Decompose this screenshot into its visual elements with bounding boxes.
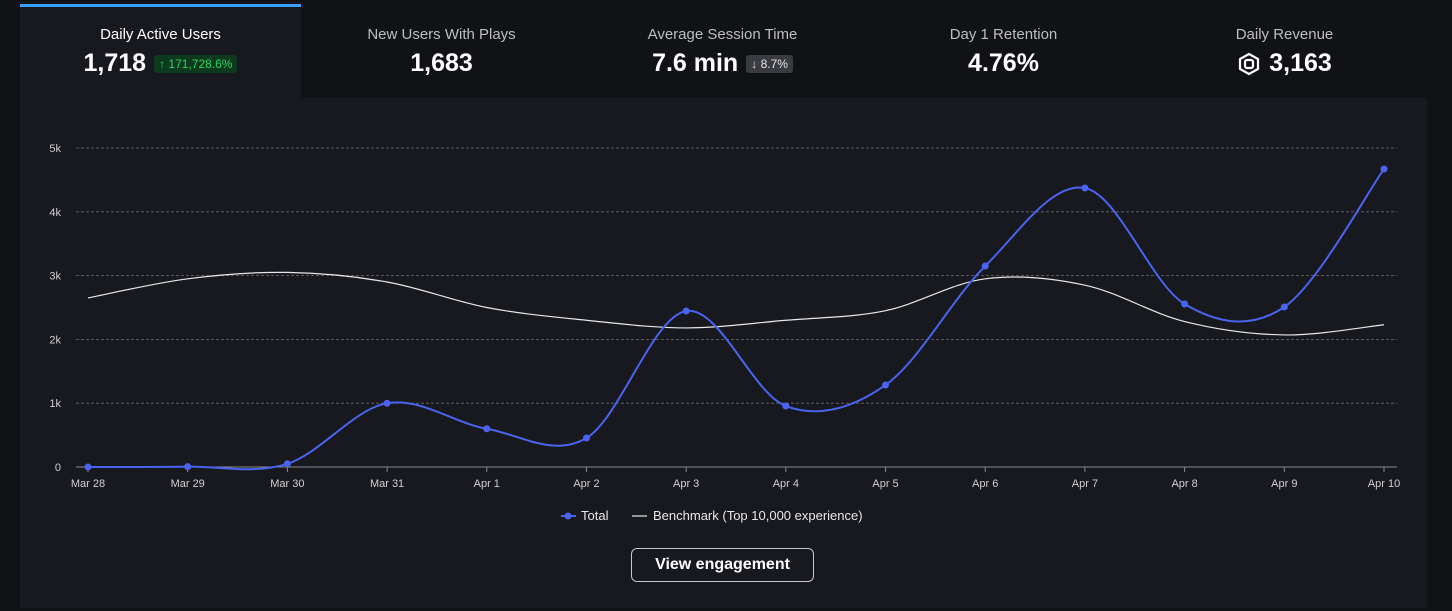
tab-label: New Users With Plays (367, 26, 516, 43)
change-value: 171,728.6% (168, 56, 233, 71)
tab-new-users-with-plays[interactable]: New Users With Plays 1,683 (301, 4, 582, 98)
data-point (1181, 300, 1189, 308)
data-point (483, 425, 491, 433)
change-badge: ↓ 8.7% (746, 54, 793, 73)
view-engagement-button[interactable]: View engagement (631, 548, 814, 582)
x-tick-label: Mar 30 (270, 478, 304, 490)
tab-label: Day 1 Retention (949, 26, 1058, 43)
data-point (981, 262, 989, 270)
data-point (1280, 303, 1288, 311)
x-tick-label: Apr 9 (1271, 478, 1297, 490)
data-point (383, 399, 391, 407)
x-tick-label: Apr 7 (1072, 478, 1098, 490)
x-tick-label: Apr 8 (1171, 478, 1197, 490)
data-point (582, 434, 590, 442)
y-tick-label: 3k (49, 271, 61, 283)
tab-label: Average Session Time (647, 26, 798, 43)
data-point (882, 381, 890, 389)
legend-benchmark-label: Benchmark (Top 10,000 experience) (653, 508, 863, 523)
y-tick-label: 1k (49, 398, 61, 410)
data-point (782, 402, 790, 410)
tab-value: 3,163 (1269, 49, 1332, 77)
legend-total-label: Total (581, 508, 609, 523)
legend-total-marker (564, 512, 572, 520)
tab-value: 1,683 (410, 49, 473, 77)
data-point (283, 460, 291, 468)
metric-tabs: Daily Active Users 1,718 ↑ 171,728.6% Ne… (20, 4, 1427, 98)
data-point (84, 463, 92, 471)
y-tick-label: 2k (49, 334, 61, 346)
footer-area (20, 548, 1427, 608)
tab-value: 1,718 (83, 49, 147, 77)
x-tick-label: Mar 31 (370, 478, 404, 490)
x-tick-label: Apr 6 (972, 478, 998, 490)
tab-average-session-time[interactable]: Average Session Time 7.6 min ↓ 8.7% (582, 4, 863, 98)
line-chart: 0 1k 2k 3k 4k 5k Mar 28 Mar 29 Mar 30 Mar 31 Apr 1… (49, 143, 1400, 523)
change-badge: ↑ 171,728.6% (154, 54, 238, 73)
change-value: 8.7% (760, 56, 788, 71)
chart-card (20, 98, 1427, 546)
y-tick-label: 0 (55, 462, 61, 474)
y-tick-label: 5k (49, 143, 61, 155)
x-tick-label: Apr 10 (1368, 478, 1400, 490)
tab-daily-revenue[interactable]: Daily Revenue 3,163 (1144, 4, 1425, 98)
x-tick-label: Mar 28 (71, 478, 105, 490)
tab-label: Daily Revenue (1235, 26, 1334, 43)
robux-icon (1239, 52, 1260, 75)
tab-day-1-retention[interactable]: Day 1 Retention 4.76% (863, 4, 1144, 98)
tab-value: 4.76% (968, 49, 1039, 77)
data-point (1380, 165, 1388, 173)
series-line-total (87, 168, 1385, 471)
x-tick-label: Apr 1 (474, 478, 500, 490)
tab-value: 7.6 min (652, 49, 739, 77)
tab-label: Daily Active Users (100, 26, 221, 43)
x-tick-label: Apr 5 (872, 478, 898, 490)
tab-daily-active-users[interactable]: Daily Active Users 1,718 ↑ 171,728.6% (20, 4, 301, 98)
data-point (184, 463, 192, 471)
x-tick-label: Apr 2 (573, 478, 599, 490)
x-tick-label: Apr 3 (673, 478, 699, 490)
x-tick-label: Mar 29 (171, 478, 205, 490)
data-point (682, 307, 690, 315)
x-tick-label: Apr 4 (773, 478, 799, 490)
y-tick-label: 4k (49, 207, 61, 219)
data-point (1081, 184, 1089, 192)
series-line-benchmark (87, 271, 1385, 336)
